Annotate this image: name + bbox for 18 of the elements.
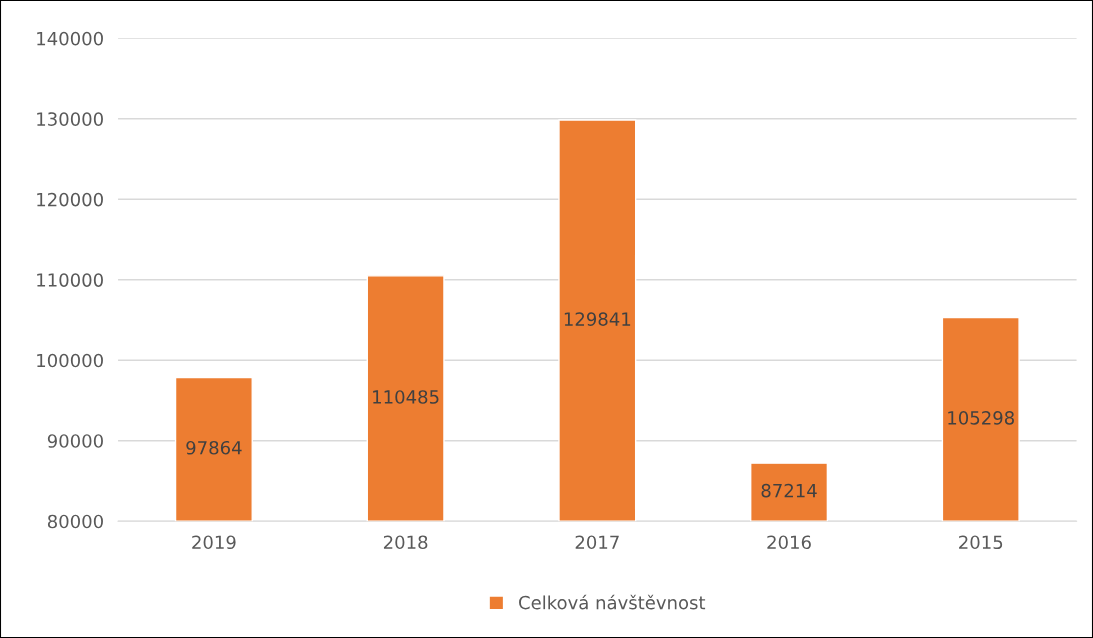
y-tick-label: 100000 — [37, 353, 103, 368]
x-tick-label: 2017 — [575, 535, 619, 550]
y-tick-label: 130000 — [37, 112, 103, 126]
x-tick-label: 2016 — [767, 535, 811, 550]
y-tick-label: 90000 — [47, 434, 103, 448]
data-label: 129841 — [564, 312, 631, 326]
x-tick-label: 2018 — [383, 535, 428, 550]
y-tick-label: 120000 — [37, 192, 103, 207]
data-label: 97864 — [186, 440, 242, 455]
y-tick-label: 140000 — [37, 31, 103, 46]
x-tick-label: 2015 — [959, 535, 1003, 550]
data-label: 105298 — [948, 411, 1014, 425]
data-label: 110485 — [373, 390, 439, 404]
y-tick-label: 110000 — [37, 273, 103, 287]
legend-label: Celková návštěvnost — [519, 594, 706, 610]
data-label: 87214 — [761, 483, 817, 498]
x-tick-label: 2019 — [192, 535, 236, 550]
y-tick-label: 80000 — [47, 514, 103, 529]
